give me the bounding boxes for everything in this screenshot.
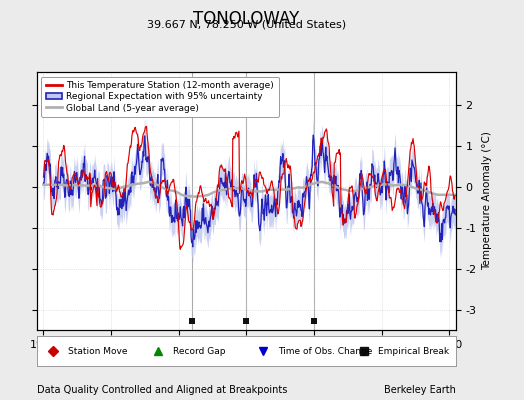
Y-axis label: Temperature Anomaly (°C): Temperature Anomaly (°C) [482,132,492,270]
Text: Empirical Break: Empirical Break [378,346,450,356]
Text: Time of Obs. Change: Time of Obs. Change [278,346,372,356]
Text: Record Gap: Record Gap [173,346,225,356]
Text: TONOLOWAY: TONOLOWAY [193,10,299,28]
Text: Berkeley Earth: Berkeley Earth [384,385,456,395]
Text: Data Quality Controlled and Aligned at Breakpoints: Data Quality Controlled and Aligned at B… [37,385,287,395]
Text: 39.667 N, 78.250 W (United States): 39.667 N, 78.250 W (United States) [147,19,346,29]
Legend: This Temperature Station (12-month average), Regional Expectation with 95% uncer: This Temperature Station (12-month avera… [41,76,279,117]
Text: Station Move: Station Move [68,346,128,356]
